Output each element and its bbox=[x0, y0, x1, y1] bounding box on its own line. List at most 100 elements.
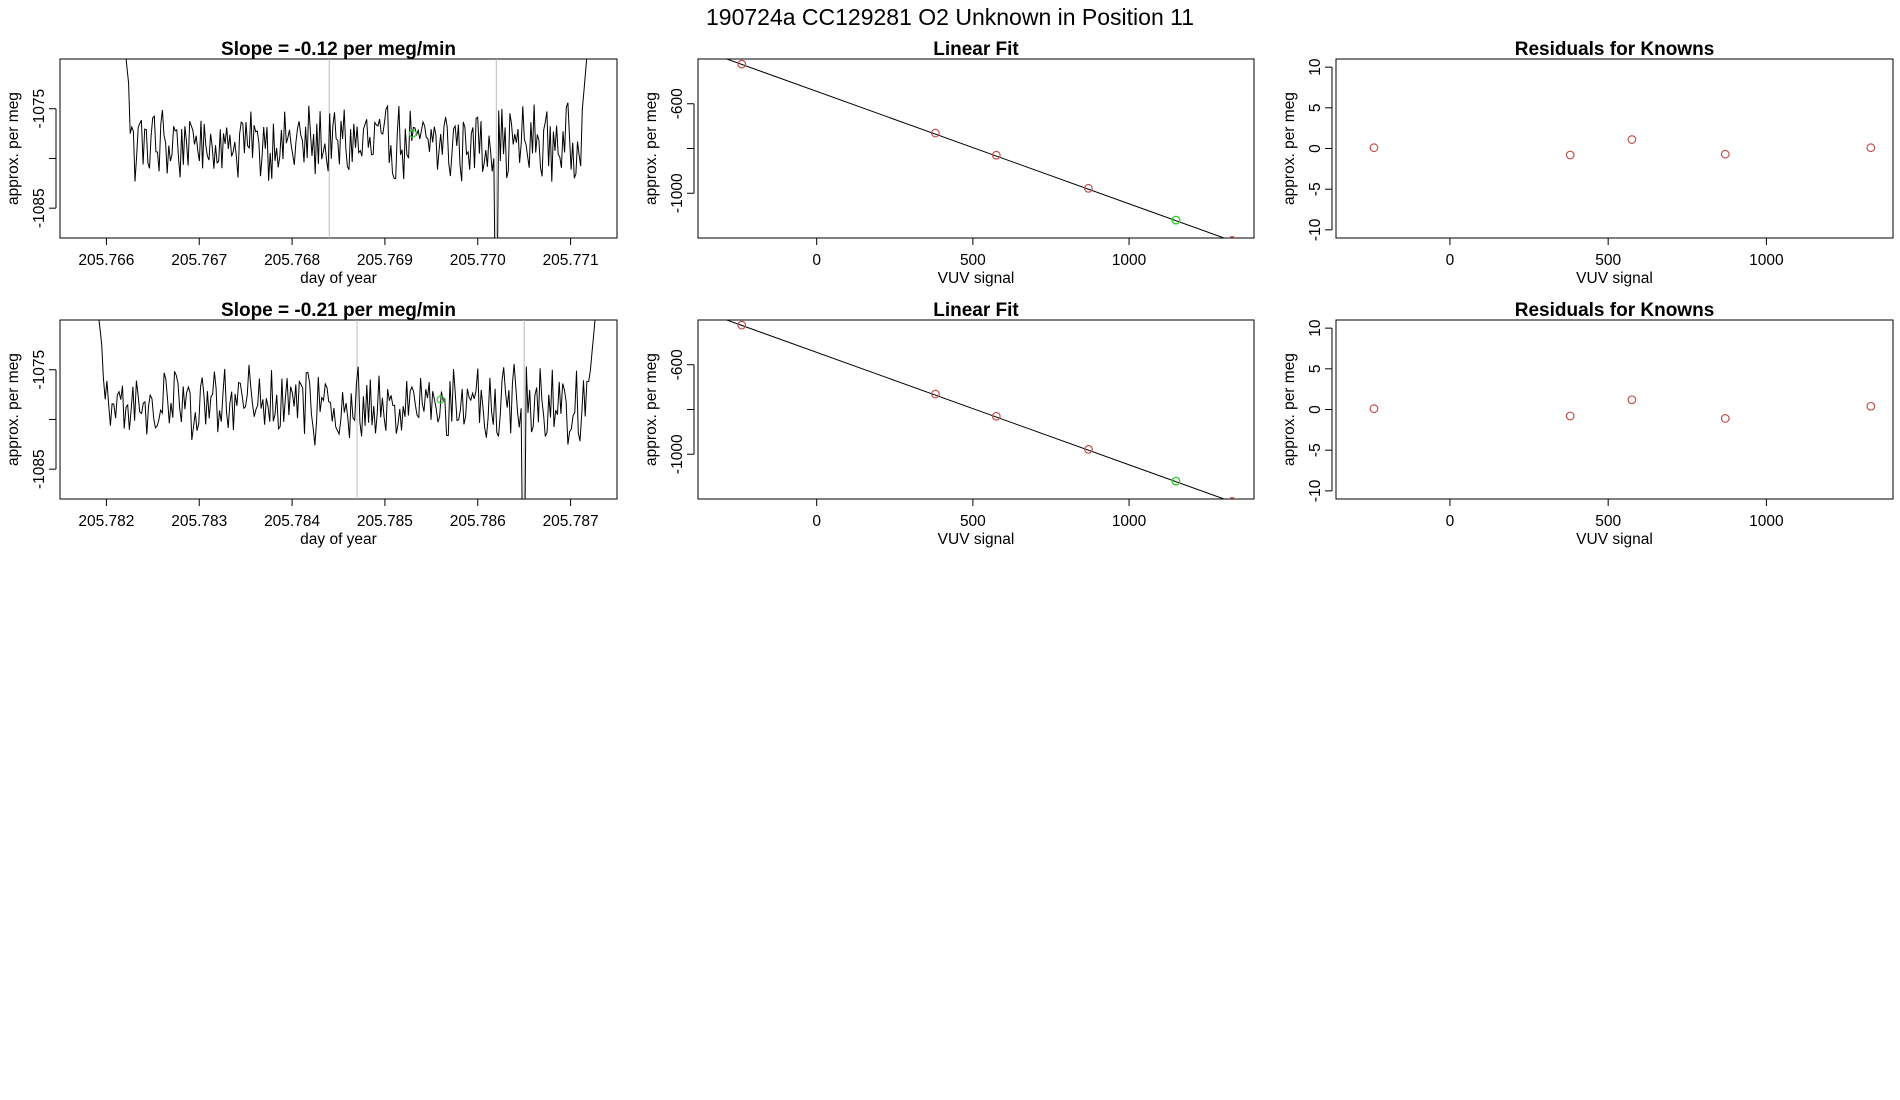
known-point bbox=[1866, 401, 1876, 411]
plot-frame bbox=[1335, 58, 1894, 239]
chart-title: Linear Fit bbox=[933, 39, 1019, 60]
x-tick-label: 1000 bbox=[1112, 513, 1147, 530]
y-axis-label: approx. per meg bbox=[5, 92, 22, 205]
x-tick-label: 500 bbox=[960, 252, 986, 269]
chart-panel-4: Slope = -0.21 per meg/min 205.782 205.783 2… bbox=[5, 300, 618, 548]
x-tick-label: 0 bbox=[812, 252, 821, 269]
y-axis: -1085 -1075 bbox=[31, 350, 57, 489]
x-axis: 0 500 1000 bbox=[1446, 498, 1784, 530]
x-tick-label: 205.784 bbox=[264, 513, 320, 530]
x-tick-label: 205.769 bbox=[357, 252, 413, 269]
chart-title: Slope = -0.12 per meg/min bbox=[221, 39, 456, 60]
x-tick-label: 205.766 bbox=[78, 252, 134, 269]
known-point bbox=[930, 128, 940, 138]
y-axis-label: approx. per meg bbox=[1281, 353, 1298, 466]
x-tick-label: 205.787 bbox=[543, 513, 599, 530]
y-tick-label: -600 bbox=[669, 88, 686, 119]
known-point bbox=[1627, 135, 1637, 144]
y-axis: -1085 -1075 bbox=[31, 89, 57, 228]
known-point bbox=[1565, 150, 1575, 160]
chart-title: Residuals for Knowns bbox=[1515, 300, 1715, 321]
y-tick-label: 0 bbox=[1307, 144, 1324, 153]
y-axis-label: approx. per meg bbox=[1281, 92, 1298, 205]
x-axis-label: VUV signal bbox=[938, 531, 1015, 548]
chart-title: Linear Fit bbox=[933, 300, 1019, 321]
known-point bbox=[1627, 395, 1637, 405]
chart-panel-2: Linear Fit 0 500 1000 VUV signal -1000 -600 app… bbox=[643, 39, 1255, 287]
x-axis: 205.766 205.767 205.768 205.769 205.770 205.7… bbox=[78, 237, 599, 269]
y-tick-label: 5 bbox=[1307, 365, 1324, 374]
x-tick-label: 1000 bbox=[1112, 252, 1147, 269]
fit-line bbox=[725, 59, 1226, 238]
plot-frame bbox=[1335, 319, 1894, 500]
y-tick-label: -5 bbox=[1307, 182, 1324, 196]
plot-area bbox=[725, 320, 1236, 499]
x-axis-label: VUV signal bbox=[1576, 531, 1653, 548]
known-point bbox=[1084, 183, 1093, 193]
series-line bbox=[98, 320, 596, 499]
x-tick-label: 500 bbox=[1595, 252, 1621, 269]
y-tick-label: 5 bbox=[1307, 104, 1324, 113]
series-line bbox=[125, 59, 588, 238]
x-tick-label: 205.768 bbox=[264, 252, 320, 269]
chart-panel-3: Residuals for Knowns 0 500 1000 VUV signal -1… bbox=[1281, 39, 1894, 287]
y-tick-label: -600 bbox=[669, 349, 686, 380]
y-axis-label: approx. per meg bbox=[5, 353, 22, 466]
x-tick-label: 500 bbox=[1595, 513, 1621, 530]
known-point bbox=[991, 411, 1001, 421]
y-axis-label: approx. per meg bbox=[643, 92, 660, 205]
x-axis-label: VUV signal bbox=[938, 270, 1015, 287]
y-axis: -10 -5 0 5 10 bbox=[1307, 319, 1333, 502]
chart-title: Slope = -0.21 per meg/min bbox=[221, 300, 456, 321]
x-tick-label: 1000 bbox=[1749, 252, 1784, 269]
x-axis: 0 500 1000 bbox=[1446, 237, 1784, 269]
plot-area bbox=[1369, 395, 1876, 423]
y-tick-label: -1085 bbox=[31, 188, 48, 228]
y-axis-label: approx. per meg bbox=[643, 353, 660, 466]
y-axis: -1000 -600 bbox=[669, 349, 695, 474]
y-tick-label: -10 bbox=[1307, 479, 1324, 502]
x-axis-label: VUV signal bbox=[1576, 270, 1653, 287]
x-tick-label: 205.770 bbox=[450, 252, 506, 269]
x-axis: 205.782 205.783 205.784 205.785 205.786 205.7… bbox=[78, 498, 599, 530]
y-tick-label: 10 bbox=[1307, 319, 1324, 337]
x-tick-label: 205.783 bbox=[171, 513, 227, 530]
chart-panel-1: Slope = -0.12 per meg/min 205.766 205.767 2… bbox=[5, 39, 618, 287]
known-point bbox=[1720, 414, 1730, 423]
x-tick-label: 0 bbox=[1446, 252, 1455, 269]
y-tick-label: 0 bbox=[1307, 405, 1324, 414]
y-tick-label: -10 bbox=[1307, 218, 1324, 241]
y-tick-label: -5 bbox=[1307, 443, 1324, 457]
fit-line bbox=[725, 320, 1226, 499]
unknown-point bbox=[1171, 215, 1181, 225]
x-tick-label: 0 bbox=[1446, 513, 1455, 530]
chart-title: Residuals for Knowns bbox=[1515, 39, 1715, 60]
plot-area bbox=[125, 59, 588, 238]
known-point bbox=[737, 320, 747, 330]
known-point bbox=[991, 150, 1001, 160]
known-point bbox=[1720, 149, 1730, 159]
chart-panel-6: Residuals for Knowns 0 500 1000 VUV signal -1… bbox=[1281, 300, 1894, 548]
plot-area bbox=[725, 59, 1236, 238]
known-point bbox=[1369, 143, 1379, 153]
known-point bbox=[930, 389, 940, 399]
x-tick-label: 205.782 bbox=[78, 513, 134, 530]
x-tick-label: 205.767 bbox=[171, 252, 227, 269]
y-tick-label: -1075 bbox=[31, 89, 48, 129]
plot-area bbox=[1369, 135, 1876, 160]
y-tick-label: -1000 bbox=[669, 173, 686, 213]
x-axis: 0 500 1000 bbox=[812, 498, 1147, 530]
x-tick-label: 205.786 bbox=[450, 513, 506, 530]
plot-frame bbox=[59, 319, 618, 500]
known-point bbox=[1228, 236, 1236, 238]
x-tick-label: 0 bbox=[812, 513, 821, 530]
x-axis: 0 500 1000 bbox=[812, 237, 1147, 269]
y-tick-label: -1000 bbox=[669, 434, 686, 474]
y-axis: -10 -5 0 5 10 bbox=[1307, 58, 1333, 241]
x-tick-label: 1000 bbox=[1749, 513, 1784, 530]
known-point bbox=[1228, 497, 1236, 499]
known-point bbox=[1084, 444, 1093, 454]
panels: Slope = -0.12 per meg/min 205.766 205.767 2… bbox=[5, 39, 1894, 548]
unknown-point bbox=[436, 395, 445, 404]
